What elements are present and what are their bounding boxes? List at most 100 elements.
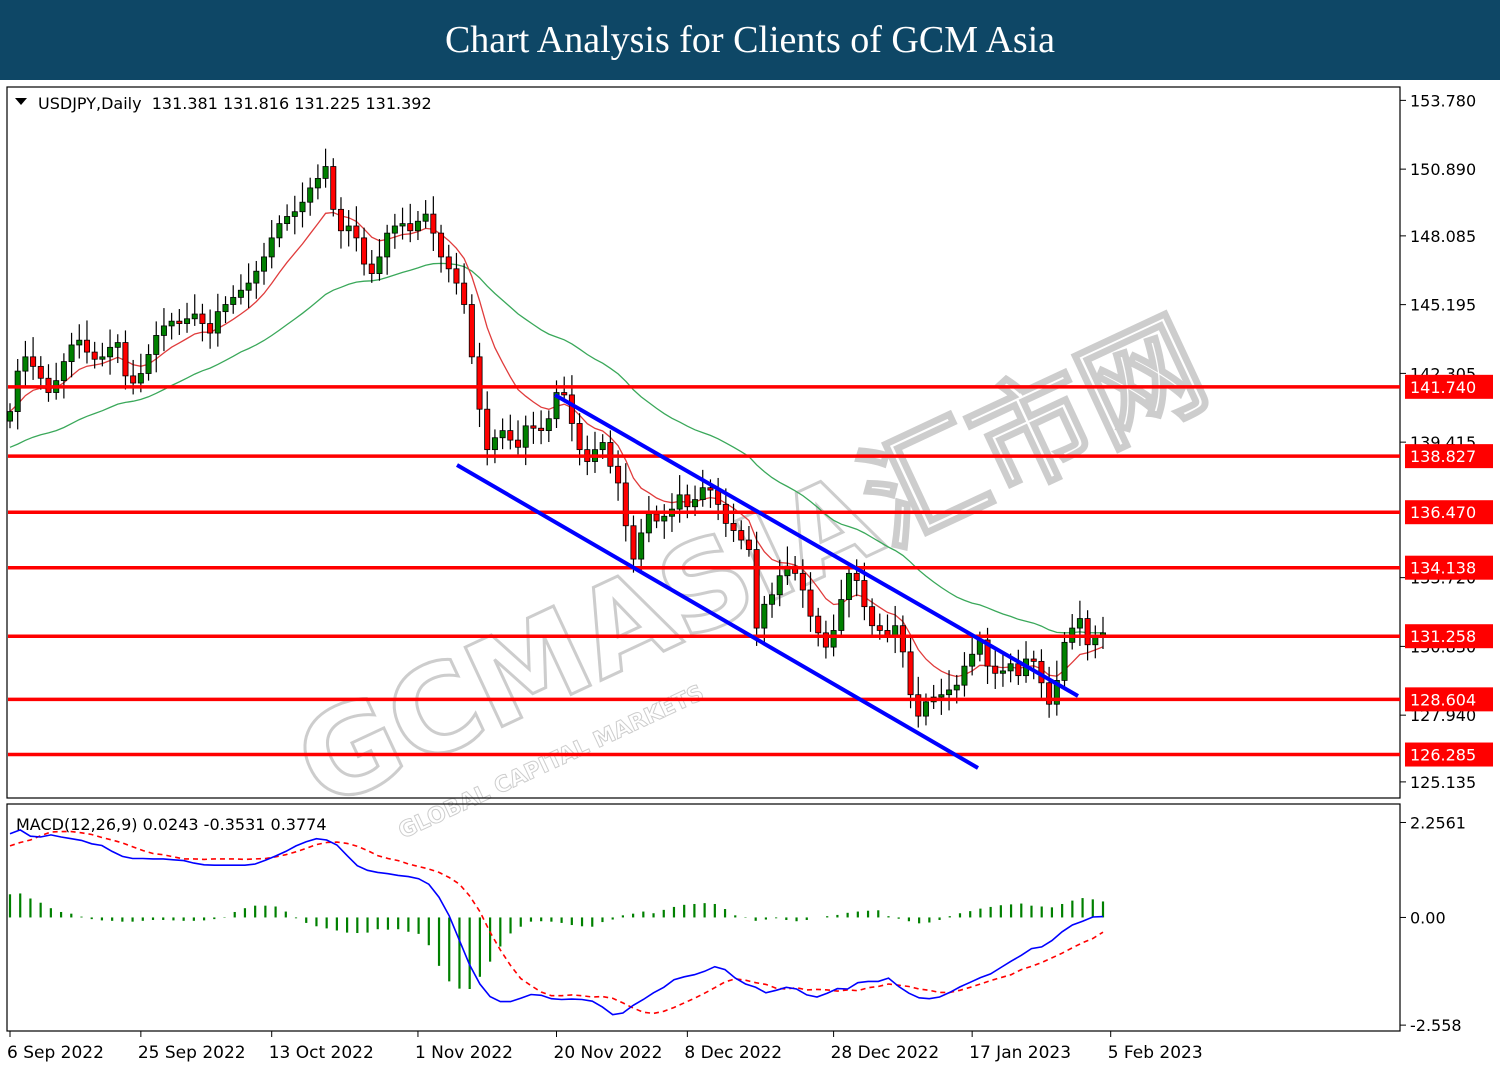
bull-candle [7,411,13,422]
bear-candle [807,589,814,617]
level-label: 126.285 [1410,746,1476,765]
bull-candle [692,499,699,508]
bull-candle [391,225,398,234]
bear-candle [1015,663,1022,677]
bear-candle [630,525,637,560]
bear-candle [368,263,375,274]
bull-candle [184,318,191,324]
level-label: 131.258 [1410,627,1476,646]
symbol-info: USDJPY,Daily 131.381 131.816 131.225 131… [38,94,432,113]
slow-moving-average-line [9,262,1103,634]
bear-candle [37,365,44,379]
bear-candle [91,351,98,360]
bear-candle [538,427,545,432]
bear-candle [907,651,914,696]
bull-candle [291,211,298,217]
bull-candle [237,289,244,298]
bear-candle [822,632,829,648]
bull-candle [222,304,229,313]
x-tick-label: 17 Jan 2023 [969,1043,1071,1063]
macd-tick-label: -2.558 [1410,1016,1462,1035]
x-tick-label: 6 Sep 2022 [7,1043,104,1063]
bear-candle [407,223,414,232]
bear-candle [176,320,183,324]
bull-candle [922,701,929,717]
bull-candle [307,187,314,203]
bull-candle [322,166,329,179]
level-label-box [1405,742,1493,767]
bull-candle [76,339,83,346]
bull-candle [1092,637,1099,646]
bear-candle [468,304,475,358]
bull-candle [384,232,391,258]
bear-candle [361,237,368,265]
bull-candle [376,256,383,274]
bull-candle [1076,618,1083,629]
x-tick-label: 20 Nov 2022 [554,1043,663,1063]
bull-candle [191,313,198,320]
bull-candle [245,282,252,291]
bull-candle [969,653,976,667]
bear-candle [684,494,691,508]
level-label: 136.470 [1410,503,1476,522]
x-tick-label: 13 Oct 2022 [269,1043,374,1063]
bull-candle [761,603,768,629]
level-label-box [1405,444,1493,469]
bear-candle [330,166,337,210]
bear-candle [507,430,514,441]
bull-candle [114,342,121,348]
bull-candle [938,694,945,698]
bear-candle [992,665,999,674]
macd-indicator [8,829,1105,1016]
macd-signal-line [9,830,1104,1015]
bull-candle [953,684,960,691]
bear-candle [430,213,437,234]
title-banner [0,0,1500,80]
bull-candle [22,356,29,372]
macd-panel-frame [6,803,1401,1032]
channel-lower-line [455,463,980,770]
level-label: 134.138 [1410,559,1476,578]
bear-candle [576,423,583,451]
x-tick-label: 1 Nov 2022 [415,1043,513,1063]
bear-candle [815,615,822,634]
bear-candle [130,375,137,384]
bear-candle [622,482,629,527]
level-label-box [1405,555,1493,580]
level-label-box [1405,624,1493,649]
level-label-box [1405,500,1493,525]
level-label: 128.604 [1410,690,1476,709]
macd-info: MACD(12,26,9) 0.0243 -0.3531 0.3774 [16,815,327,834]
level-label-box [1405,687,1493,712]
x-tick-label: 8 Dec 2022 [684,1043,782,1063]
bull-candle [268,237,275,258]
bear-candle [568,394,575,424]
bull-candle [769,594,776,605]
bull-candle [776,575,783,596]
price-axis: 153.780150.890148.085145.195142.305139.4… [1400,91,1476,792]
bear-candle [453,268,460,284]
descending-channel [455,393,1079,770]
bear-candle [738,530,745,541]
bear-candle [984,639,991,667]
bear-candle [915,694,922,717]
chart-title: Chart Analysis for Clients of GCM Asia [444,19,1056,61]
bear-candle [615,465,622,484]
x-tick-label: 25 Sep 2022 [138,1043,246,1063]
bull-candle [168,320,175,327]
bull-candle [60,361,67,382]
bear-candle [476,356,483,410]
bear-candle [861,580,868,608]
bear-candle [515,439,522,448]
bull-candle [599,442,606,451]
bull-candle [230,296,237,305]
bear-candle [199,313,206,324]
bull-candle [999,670,1006,674]
bull-candle [345,225,352,232]
bull-candle [491,437,498,451]
x-tick-label: 5 Feb 2023 [1108,1043,1203,1063]
dropdown-triangle-icon[interactable] [15,98,27,105]
bull-candle [107,346,114,358]
time-axis: 6 Sep 2022 25 Sep 2022 13 Oct 2022 1 Nov 20… [7,1031,1203,1063]
